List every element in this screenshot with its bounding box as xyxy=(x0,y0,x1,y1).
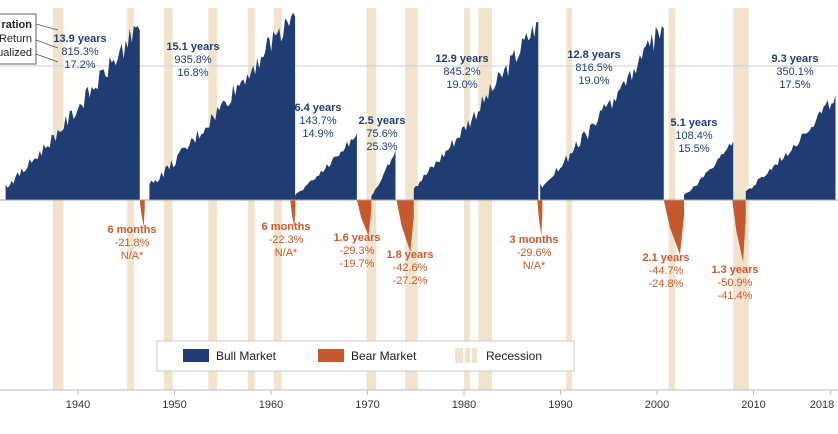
x-axis-ticks: 1940 1950 1960 1970 1980 1990 2000 2010 2018 xyxy=(66,390,834,411)
legend-label-bull: Bull Market xyxy=(216,349,277,363)
bear-label-duration: 1.8 years xyxy=(386,249,433,261)
bull-label-return: 108.4% xyxy=(675,130,713,142)
bear-label-annualized: -27.2% xyxy=(393,275,428,287)
legend-swatch-bull xyxy=(183,349,209,362)
legend-label-bear: Bear Market xyxy=(351,349,417,363)
bull-label-return: 815.3% xyxy=(61,46,99,58)
bull-label-annualized: 19.0% xyxy=(446,79,477,91)
bull-label-duration: 15.1 years xyxy=(166,41,219,53)
bull-label-return: 75.6% xyxy=(366,128,397,140)
bull-label-return: 350.1% xyxy=(776,66,814,78)
recession-band xyxy=(405,8,418,390)
bear-label-return: -44.7% xyxy=(649,265,684,277)
bull-label-duration: 12.9 years xyxy=(435,53,488,65)
legend-frame xyxy=(156,340,575,372)
bear-label-annualized: -24.8% xyxy=(649,278,684,290)
recession-band xyxy=(733,8,749,390)
x-tick-label: 2010 xyxy=(741,399,765,411)
legend-swatch-recession-2 xyxy=(465,348,470,363)
bear-label-duration: 6 months xyxy=(262,221,311,233)
bear-label-return: -29.3% xyxy=(340,245,375,257)
bear-label-annualized: -41.4% xyxy=(718,290,753,302)
key-box-duration: ration xyxy=(1,19,32,31)
bear-label-annualized: N/A* xyxy=(121,250,144,262)
bull-label-duration: 12.8 years xyxy=(567,49,620,61)
bull-label-duration: 9.3 years xyxy=(771,53,818,65)
bear-market-area xyxy=(537,200,543,237)
bull-label-duration: 6.4 years xyxy=(294,102,341,114)
legend: Bull Market Bear Market Recession xyxy=(156,340,575,372)
legend-swatch-bear xyxy=(318,349,344,362)
bear-label-return: -42.6% xyxy=(393,262,428,274)
bear-market-area xyxy=(356,200,372,236)
bear-label-return: -21.8% xyxy=(115,237,150,249)
x-tick-label: 2000 xyxy=(645,399,669,411)
bear-label-annualized: N/A* xyxy=(275,247,298,259)
bear-label-return: -22.3% xyxy=(269,234,304,246)
recession-band xyxy=(366,8,377,390)
bull-label-return: 143.7% xyxy=(299,115,337,127)
bear-market-area xyxy=(139,200,145,227)
recession-band xyxy=(668,8,676,390)
bear-market-area xyxy=(396,200,414,252)
bull-market-area xyxy=(149,12,296,201)
bear-label-duration: 1.6 years xyxy=(333,232,380,244)
bear-label-return: -50.9% xyxy=(718,277,753,289)
bull-market-area xyxy=(5,26,140,200)
bull-label-annualized: 17.5% xyxy=(779,79,810,91)
bear-label-duration: 2.1 years xyxy=(642,252,689,264)
bear-label-duration: 3 months xyxy=(510,234,559,246)
bull-label-annualized: 19.0% xyxy=(578,75,609,87)
key-box-frame xyxy=(0,13,37,65)
x-tick-label: 1950 xyxy=(162,399,186,411)
bull-market-area xyxy=(540,26,664,200)
bear-market-labels: 6 months-21.8%N/A*6 months-22.3%N/A*1.6 … xyxy=(108,221,759,302)
legend-label-recession: Recession xyxy=(486,349,542,363)
bull-market-area xyxy=(684,141,734,200)
bull-label-return: 845.2% xyxy=(443,66,481,78)
x-tick-label: 1960 xyxy=(259,399,283,411)
bear-market-area xyxy=(663,200,685,255)
x-tick-label: 1940 xyxy=(66,399,90,411)
bear-label-duration: 1.3 years xyxy=(711,264,758,276)
bull-label-duration: 5.1 years xyxy=(670,117,717,129)
bull-label-return: 935.8% xyxy=(174,54,212,66)
bear-label-duration: 6 months xyxy=(108,224,157,236)
bear-label-return: -29.6% xyxy=(517,247,552,259)
bull-market-area xyxy=(413,22,539,200)
bear-label-annualized: -19.7% xyxy=(340,258,375,270)
bull-label-duration: 2.5 years xyxy=(358,115,405,127)
x-tick-label: 1990 xyxy=(548,399,572,411)
x-tick-label: 1980 xyxy=(452,399,476,411)
bear-market-area xyxy=(290,200,296,228)
bull-label-annualized: 17.2% xyxy=(64,59,95,71)
bear-market-areas xyxy=(139,200,746,262)
bull-market-areas xyxy=(5,12,836,201)
key-box-annualized: ualized xyxy=(0,47,32,59)
key-connector-1 xyxy=(35,23,59,31)
bull-label-annualized: 15.5% xyxy=(678,143,709,155)
bear-market-area xyxy=(732,200,746,262)
bull-label-return: 816.5% xyxy=(575,62,613,74)
x-tick-label: 1970 xyxy=(355,399,379,411)
key-box-return: Return xyxy=(0,33,32,45)
bull-label-annualized: 16.8% xyxy=(177,67,208,79)
key-connector-3 xyxy=(35,53,59,63)
bull-market-area xyxy=(745,95,836,200)
key-connector-2 xyxy=(35,39,59,49)
x-tick-label: 2018 xyxy=(810,399,834,411)
bull-market-area xyxy=(295,133,357,200)
key-box: ration Return ualized xyxy=(0,13,59,65)
legend-swatch-recession-3 xyxy=(472,348,477,363)
bull-label-annualized: 14.9% xyxy=(302,128,333,140)
legend-swatch-recession-1 xyxy=(455,348,463,363)
bull-label-annualized: 25.3% xyxy=(366,141,397,153)
bull-label-duration: 13.9 years xyxy=(53,33,106,45)
bear-label-annualized: N/A* xyxy=(523,260,546,272)
bull-market-area xyxy=(371,150,396,200)
